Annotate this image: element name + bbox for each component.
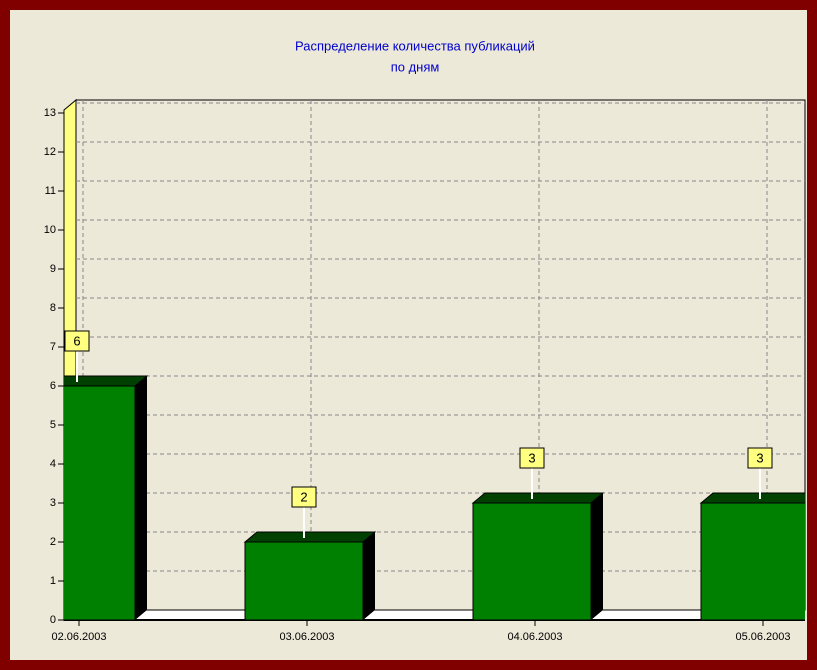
- value-label: 6: [73, 333, 80, 348]
- label-box: [747, 447, 773, 469]
- y-tick-label: 7: [50, 341, 56, 353]
- bar: [64, 385, 136, 621]
- value-label: 3: [528, 450, 535, 465]
- x-tick-label: 05.06.2003: [735, 631, 790, 643]
- x-tick-label: 04.06.2003: [507, 631, 562, 643]
- y-tick-label: 13: [44, 107, 56, 119]
- bar-side: [591, 493, 603, 620]
- x-tick-label: 03.06.2003: [279, 631, 334, 643]
- value-label: 3: [756, 450, 763, 465]
- y-tick-label: 5: [50, 419, 56, 431]
- y-tick-label: 11: [45, 185, 56, 197]
- bar-top: [471, 492, 605, 504]
- x-tick-label: 02.06.2003: [51, 631, 106, 643]
- y-tick-label: 9: [50, 263, 56, 275]
- bar: [472, 502, 592, 621]
- chart-title: Распределение количества публикаций: [295, 38, 535, 53]
- y-tick-label: 6: [50, 380, 56, 392]
- chart-title: по дням: [391, 59, 440, 74]
- y-tick-label: 1: [50, 575, 56, 587]
- value-label: 2: [300, 489, 307, 504]
- y-tick-label: 4: [50, 458, 56, 470]
- y-tick-label: 2: [50, 536, 56, 548]
- bar: [700, 502, 805, 621]
- y-tick-label: 0: [50, 614, 56, 626]
- bar: [244, 541, 364, 621]
- y-tick-label: 12: [44, 146, 56, 158]
- floor: [64, 610, 805, 620]
- bar-side: [135, 376, 147, 620]
- bar-side: [363, 532, 375, 620]
- label-box: [64, 330, 90, 352]
- y-tick-label: 8: [50, 302, 56, 314]
- y-tick-label: 3: [50, 497, 56, 509]
- y-tick-label: 10: [44, 224, 56, 236]
- label-box: [519, 447, 545, 469]
- bar-top: [243, 531, 377, 543]
- label-box: [291, 486, 317, 508]
